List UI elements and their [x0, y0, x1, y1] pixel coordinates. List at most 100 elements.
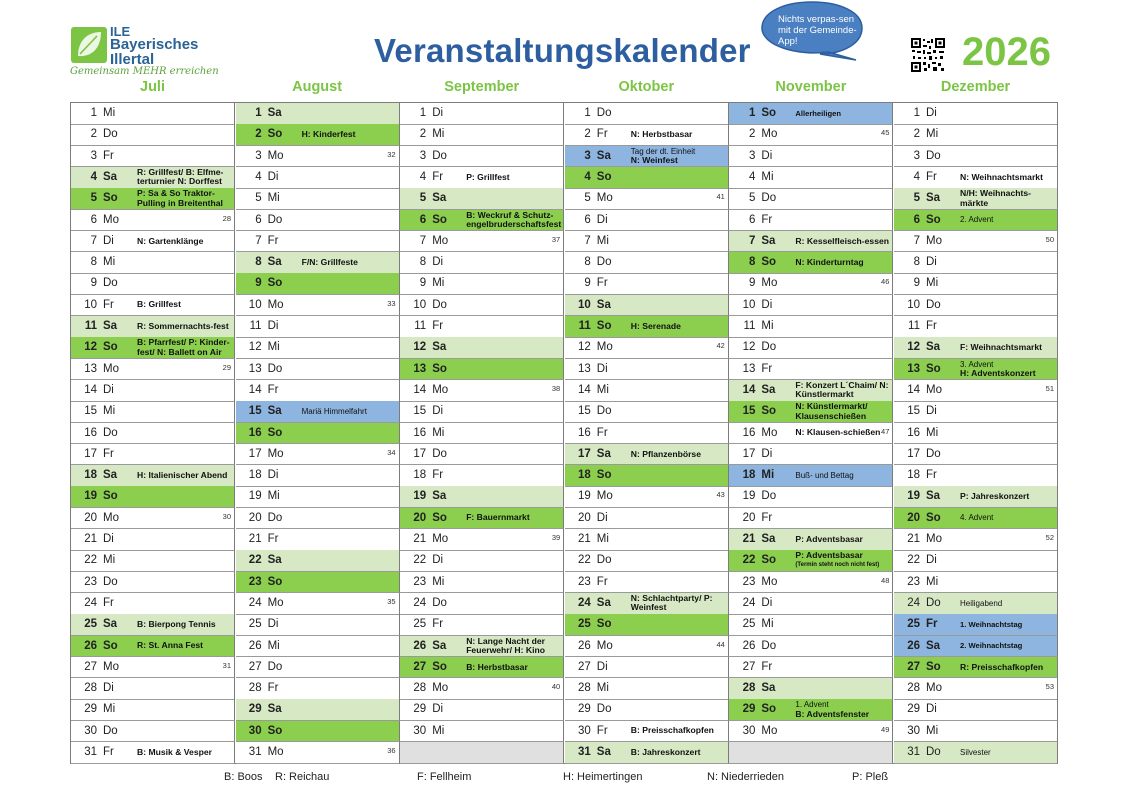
month-column-oktober: 1 Do 2 Fr N: Herbstbasar 3 Sa Tag der dt. Einhe…: [564, 103, 730, 764]
day-number: 31: [907, 746, 920, 758]
weekday: Mo: [267, 596, 284, 609]
day-number: 20: [578, 511, 591, 524]
day-cell: 10 Mo 33: [235, 294, 400, 317]
day-cell: 23 Fr: [564, 571, 729, 594]
day-cell: 5 Sa: [400, 188, 565, 210]
weekday: Mi: [432, 277, 445, 290]
day-cell: 21 Fr: [235, 529, 400, 551]
day-number: 25: [248, 618, 262, 631]
day-cell: 7 Mo 50: [894, 230, 1058, 253]
day-number: 13: [248, 362, 262, 375]
day-number: 7: [255, 234, 262, 247]
day-number: 4: [913, 170, 920, 183]
day-number: 13: [413, 362, 427, 375]
month-header-september: September: [444, 79, 520, 95]
legend-item: P: Pleß: [852, 771, 889, 783]
qr-code-icon[interactable]: [910, 37, 946, 73]
day-number: 2: [748, 128, 756, 141]
day-cell: 10 Do: [894, 294, 1058, 317]
day-cell: 12 Mi: [235, 337, 400, 359]
weekday: Mo: [267, 298, 284, 311]
day-number: 7: [913, 234, 920, 247]
day-number: 6: [913, 213, 920, 226]
weekday: Fr: [596, 128, 608, 141]
day-number: 31: [578, 746, 591, 758]
day-cell: 14 Fr: [235, 379, 400, 402]
day-cell: 6 Mo 28: [71, 209, 235, 232]
day-cell: 1 Di: [894, 103, 1058, 125]
day-cell: 1 Mi: [71, 103, 235, 125]
day-number: 14: [248, 383, 262, 396]
weekday: Sa: [103, 320, 118, 332]
weekday: So: [761, 256, 777, 269]
event-text: R: St. Anna Fest: [137, 640, 204, 651]
weekday: So: [432, 660, 447, 673]
weekday: Fr: [596, 277, 608, 290]
weekday: Fr: [432, 618, 444, 631]
weekday: Fr: [267, 234, 279, 247]
day-cell: 5 Sa N/H: Weihnachts-märkte: [894, 188, 1058, 210]
day-number: 23: [578, 575, 591, 588]
day-number: 3: [748, 149, 756, 162]
day-number: 29: [742, 703, 756, 716]
weekday: Di: [103, 682, 114, 695]
day-number: 14: [578, 383, 591, 396]
event-text: F: Weihnachtsmarkt: [960, 342, 1042, 353]
day-number: 6: [255, 213, 262, 226]
weekday: Do: [926, 149, 941, 162]
day-number: 26: [248, 639, 262, 652]
day-number: 10: [907, 298, 920, 311]
day-number: 5: [90, 192, 97, 205]
day-cell: 14 Mi: [564, 379, 729, 402]
day-cell: 11 Fr: [400, 316, 565, 338]
day-number: 23: [248, 575, 262, 588]
day-cell: 1 Sa: [235, 103, 400, 125]
day-cell: 30 Do: [71, 720, 235, 743]
weekday: Sa: [761, 682, 776, 695]
day-cell: 30 Mo 49: [729, 720, 894, 743]
weekday: Do: [267, 362, 283, 375]
day-number: 17: [578, 447, 591, 460]
day-cell: 4 Sa R: Grillfest/ B: Elfme-terturnier N: …: [71, 166, 235, 189]
weekday: So: [926, 511, 941, 524]
weekday: Do: [596, 554, 612, 567]
day-cell: 19 Mo 43: [564, 486, 729, 509]
weekday: Sa: [761, 234, 776, 247]
day-cell: 14 Sa F: Konzert L´Chaim/ N: Künstlermarkt: [729, 379, 894, 402]
day-number: 7: [419, 234, 427, 247]
day-number: 23: [742, 575, 756, 588]
weekday: Do: [596, 405, 612, 418]
day-cell: 8 So N: Kinderturntag: [729, 252, 894, 274]
weekday: So: [267, 277, 283, 290]
weekday: Mi: [432, 426, 445, 439]
day-cell: 31 Mo 36: [235, 742, 400, 764]
weekday: So: [432, 213, 447, 226]
day-cell: 18 Fr: [400, 465, 565, 487]
day-cell: 6 So B: Weckruf & Schutz-engelbruderschaft…: [400, 209, 565, 232]
weekday: Mi: [926, 575, 939, 588]
weekday: Di: [432, 256, 444, 269]
day-cell: 23 Mo 48: [729, 571, 894, 594]
day-cell: 23 Do: [71, 571, 235, 594]
event-text: 1. Advent B: Adventsfenster: [795, 699, 891, 720]
weekday: Di: [926, 554, 937, 567]
day-number: 30: [248, 724, 262, 737]
day-number: 30: [907, 724, 920, 737]
weekday: Fr: [926, 170, 937, 183]
day-number: 16: [248, 426, 262, 439]
day-number: 10: [578, 298, 591, 311]
weekday: Mi: [596, 682, 609, 695]
day-cell: 4 Di: [235, 166, 400, 189]
week-number: 32: [387, 149, 396, 159]
day-cell: 26 Mo 44: [564, 635, 729, 658]
day-cell: 17 Di: [729, 443, 894, 466]
day-number: 16: [84, 426, 97, 439]
day-cell: 18 Sa H: Italienischer Abend: [71, 465, 235, 487]
day-cell: 8 Di: [400, 252, 565, 274]
week-number: 44: [716, 639, 725, 649]
weekday: So: [596, 618, 612, 631]
legend-item: B: Boos: [224, 771, 263, 783]
day-number: 10: [413, 298, 427, 311]
weekday: Fr: [103, 447, 114, 460]
day-cell: 4 Fr N: Weihnachtsmarkt: [894, 166, 1058, 189]
